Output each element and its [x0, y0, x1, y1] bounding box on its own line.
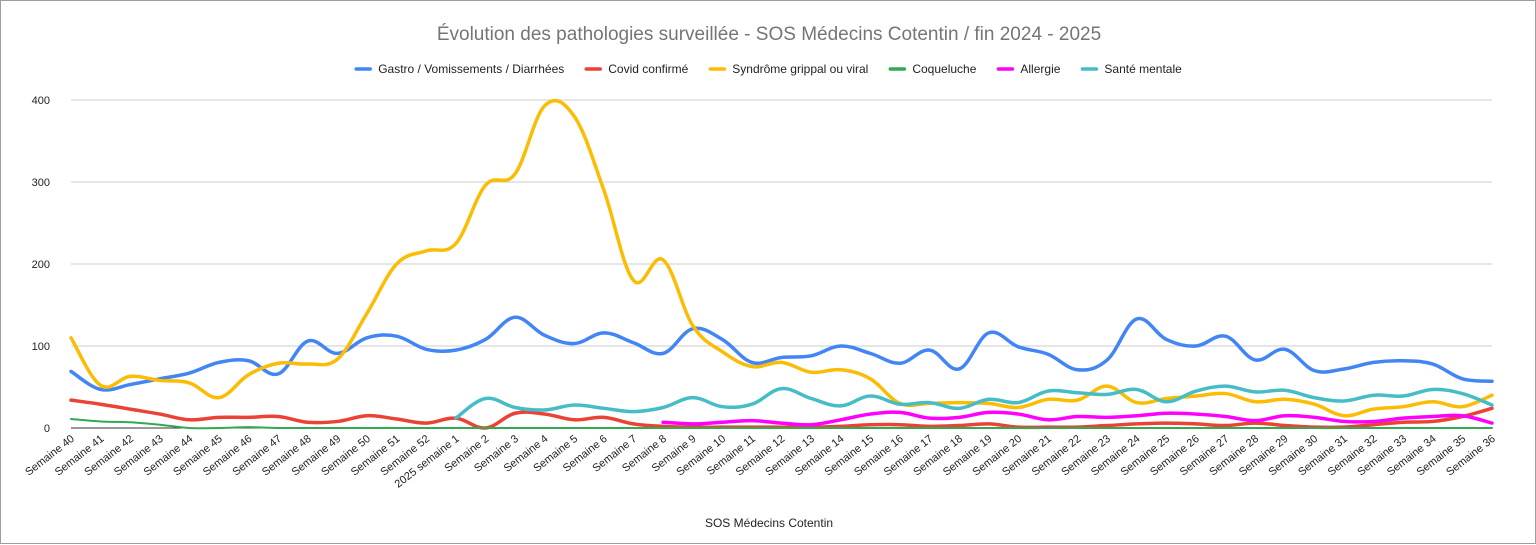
- series-line-allergie: [661, 410, 1494, 427]
- legend-label: Covid confirmé: [608, 62, 688, 76]
- legend-item: Coqueluche: [888, 62, 977, 76]
- legend-label: Syndrôme grippal ou viral: [732, 62, 868, 76]
- series-line-gastro-vomissements-diarrhees: [69, 315, 1494, 392]
- chart-title: Évolution des pathologies surveillée - S…: [437, 24, 1101, 45]
- series-line-coqueluche: [70, 417, 1493, 430]
- legend: Gastro / Vomissements / Diarrhées Covid c…: [354, 62, 1182, 76]
- gridlines: [71, 99, 1492, 429]
- y-tick-label: 300: [32, 177, 50, 189]
- legend-item: Gastro / Vomissements / Diarrhées: [354, 62, 564, 76]
- legend-item: Covid confirmé: [584, 62, 689, 76]
- y-axis-ticks: 0 100 200 300 400: [32, 95, 50, 435]
- y-tick-label: 100: [32, 341, 50, 353]
- legend-item: Allergie: [996, 62, 1061, 76]
- legend-label: Coqueluche: [912, 62, 976, 76]
- y-tick-label: 200: [32, 259, 50, 271]
- y-tick-label: 0: [44, 423, 50, 435]
- legend-label: Allergie: [1020, 62, 1060, 76]
- legend-item: Santé mentale: [1080, 62, 1182, 76]
- series-line-syndrome-grippal-ou-viral: [69, 98, 1494, 418]
- legend-item: Syndrôme grippal ou viral: [708, 62, 868, 76]
- y-tick-label: 400: [32, 95, 50, 107]
- series-lines: [69, 98, 1494, 430]
- series-line-sante-mentale: [454, 384, 1494, 420]
- x-axis-label: SOS Médecins Cotentin: [705, 516, 833, 530]
- legend-label: Santé mentale: [1104, 62, 1182, 76]
- legend-label: Gastro / Vomissements / Diarrhées: [378, 62, 564, 76]
